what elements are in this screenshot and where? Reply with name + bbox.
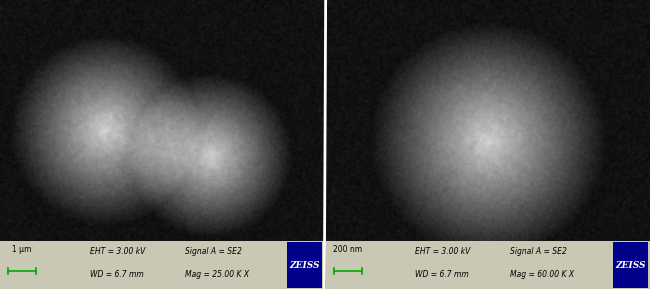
- Text: 1 μm: 1 μm: [12, 245, 32, 254]
- Text: Mag = 60.00 K X: Mag = 60.00 K X: [510, 270, 575, 279]
- Text: ZEISS: ZEISS: [616, 261, 646, 270]
- FancyBboxPatch shape: [613, 242, 648, 288]
- FancyBboxPatch shape: [326, 241, 650, 289]
- Text: Signal A = SE2: Signal A = SE2: [185, 247, 242, 256]
- Text: Mag = 25.00 K X: Mag = 25.00 K X: [185, 270, 249, 279]
- Text: EHT = 3.00 kV: EHT = 3.00 kV: [415, 247, 471, 256]
- FancyBboxPatch shape: [0, 241, 324, 289]
- Text: Signal A = SE2: Signal A = SE2: [510, 247, 567, 256]
- Text: WD = 6.7 mm: WD = 6.7 mm: [90, 270, 144, 279]
- Text: WD = 6.7 mm: WD = 6.7 mm: [415, 270, 469, 279]
- Text: ZEISS: ZEISS: [290, 261, 320, 270]
- Text: EHT = 3.00 kV: EHT = 3.00 kV: [90, 247, 145, 256]
- Text: 200 nm: 200 nm: [333, 245, 362, 254]
- FancyBboxPatch shape: [287, 242, 322, 288]
